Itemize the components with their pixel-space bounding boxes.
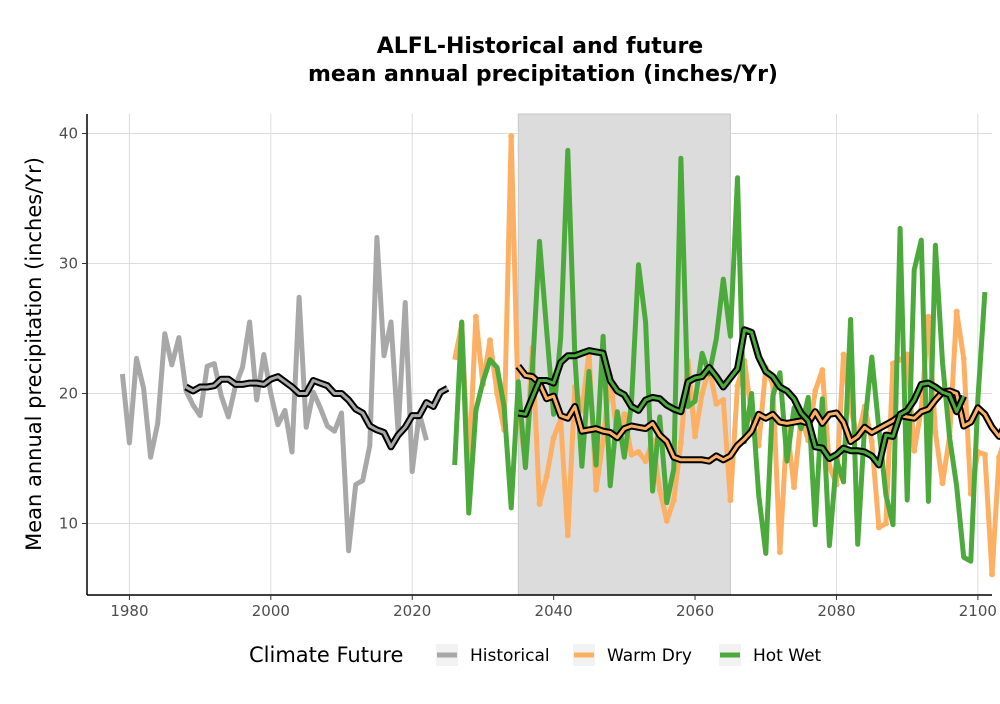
hot-wet-smooth-line	[518, 328, 966, 467]
warm-dry-point	[670, 497, 677, 504]
warm-dry-point	[487, 337, 494, 344]
x-tick-label: 2100	[959, 602, 997, 620]
warm-dry-point	[939, 480, 946, 487]
warm-dry-point	[960, 355, 967, 362]
legend-title: Climate Future	[249, 643, 403, 667]
warm-dry-point	[699, 390, 706, 397]
hot-wet-legend-label: Hot Wet	[753, 646, 822, 666]
x-tick-label: 2000	[252, 602, 290, 620]
warm-dry-point	[642, 458, 649, 465]
axis-ticks: 1980 2000 2020 2040 2060 2080 2100 10 20 30 40	[59, 125, 997, 621]
x-tick-label: 2040	[535, 602, 573, 620]
x-tick-label: 1980	[110, 602, 148, 620]
historical-legend-label: Historical	[470, 646, 550, 666]
warm-dry-point	[911, 447, 918, 454]
warm-dry-point	[635, 449, 642, 455]
chart-title-line-1: ALFL-Historical and future	[377, 34, 703, 59]
historical-series-line	[119, 235, 429, 554]
shaded-period-band	[517, 113, 731, 596]
warm-dry-point	[720, 397, 727, 403]
warm-dry-point	[713, 400, 720, 407]
warm-dry-point	[692, 433, 699, 440]
warm-dry-point	[663, 517, 670, 524]
warm-dry-point	[776, 549, 783, 556]
warm-dry-legend-label: Warm Dry	[607, 646, 692, 666]
chart-title-line-2: mean annual precipitation (inches/Yr)	[308, 62, 778, 87]
x-tick-label: 2020	[393, 602, 431, 620]
warm-dry-point	[882, 520, 889, 527]
y-tick-label: 30	[59, 255, 78, 273]
warm-dry-point	[564, 532, 571, 539]
warm-dry-point	[621, 411, 628, 418]
warm-dry-point	[494, 390, 501, 397]
warm-dry-point	[925, 313, 932, 320]
warm-dry-point	[508, 133, 515, 140]
warm-dry-point	[981, 451, 988, 458]
warm-dry-point	[989, 571, 995, 578]
historical-smooth-line	[185, 375, 449, 449]
y-tick-label: 10	[59, 515, 78, 533]
y-tick-label: 40	[59, 125, 78, 143]
warm-dry-point	[600, 437, 607, 444]
warm-dry-point	[472, 313, 479, 320]
warm-dry-point	[593, 486, 600, 493]
y-tick-label: 20	[59, 385, 78, 403]
warm-dry-point	[628, 451, 635, 458]
hot-wet-series-line	[452, 147, 988, 564]
warm-dry-point	[550, 434, 557, 441]
y-axis-label: Mean annual precipitation (inches/Yr)	[22, 157, 46, 551]
warm-dry-point	[656, 486, 663, 493]
warm-dry-point	[932, 429, 939, 436]
legend-items: Historical Warm Dry Hot Wet	[436, 644, 822, 666]
warm-dry-point	[840, 351, 847, 358]
warm-dry-point	[812, 387, 819, 394]
warm-dry-point	[868, 438, 875, 445]
warm-dry-point	[953, 308, 960, 315]
warm-dry-point	[734, 382, 741, 389]
warm-dry-point	[677, 439, 684, 446]
warm-dry-point	[543, 473, 550, 480]
warm-dry-point	[791, 484, 798, 491]
warm-dry-smooth-line	[517, 365, 1000, 463]
warm-dry-point	[875, 524, 882, 531]
series-layer	[119, 133, 1000, 578]
warm-dry-point	[996, 454, 1000, 461]
legend: Climate Future Historical Warm Dry Hot Wet	[249, 643, 822, 667]
warm-dry-point	[536, 501, 543, 507]
x-tick-label: 2060	[676, 602, 714, 620]
x-tick-label: 2080	[817, 602, 855, 620]
warm-dry-point	[819, 367, 826, 374]
warm-dry-point	[727, 497, 734, 504]
